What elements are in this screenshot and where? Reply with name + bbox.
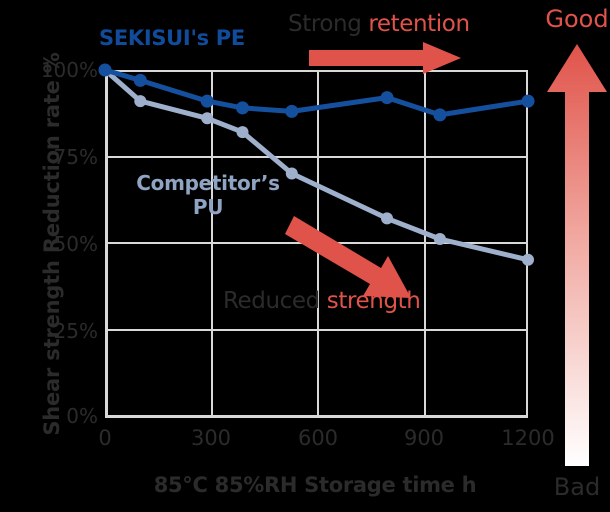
data-point	[433, 233, 446, 245]
data-point	[521, 94, 535, 108]
scale-label-good: Good	[545, 5, 609, 33]
data-point	[236, 126, 249, 139]
arrow-down-right-icon	[285, 216, 411, 298]
series-label-competitor-pu-line2: PU	[192, 194, 224, 219]
series-label-sekisui-pe: SEKISUI's PE	[99, 26, 245, 50]
data-point	[200, 94, 214, 108]
series-label-competitor-pu-line1: Competitor’s	[136, 171, 280, 195]
callout-top-dark-text: Strong	[288, 11, 369, 37]
data-point	[381, 212, 393, 225]
series-label-competitor-pu: Competitor’s PU	[113, 171, 303, 219]
arrow-right-icon	[309, 42, 461, 74]
x-tick-600: 600	[297, 426, 339, 450]
data-point	[98, 63, 112, 77]
callout-top-red-text: retention	[368, 11, 470, 37]
data-point	[236, 101, 249, 115]
callout-bottom-dark-text: Reduced	[223, 288, 327, 314]
x-tick-300: 300	[190, 426, 232, 450]
data-point	[522, 253, 534, 266]
data-point	[133, 73, 147, 87]
x-tick-1200: 1200	[501, 426, 555, 450]
line-sekisui-pe	[102, 67, 531, 118]
gridline-y-100	[105, 70, 528, 72]
gridline-y-25	[105, 329, 528, 331]
data-point	[380, 91, 394, 105]
data-point	[134, 95, 147, 108]
callout-strong-retention: Strong retention	[288, 11, 470, 37]
x-tick-900: 900	[403, 426, 445, 450]
x-tick-0: 0	[98, 426, 112, 450]
plot-area	[98, 63, 535, 418]
quality-gradient-arrow-icon	[547, 44, 607, 466]
scale-label-bad: Bad	[553, 473, 601, 501]
gridline-x-1200	[526, 70, 528, 415]
gridline-x-900	[424, 70, 426, 415]
data-point	[433, 108, 447, 122]
markers-sekisui-pe	[98, 63, 535, 122]
gridline-x-300	[211, 70, 213, 415]
data-point	[285, 104, 299, 118]
gridline-y-75	[105, 156, 528, 158]
series-lines	[98, 63, 535, 266]
axis-y-line	[105, 70, 108, 415]
x-axis-title: 85°C 85%RH Storage time h	[153, 473, 477, 497]
data-point	[285, 167, 298, 180]
axis-x-line	[105, 415, 528, 418]
data-point	[201, 112, 214, 125]
line-competitor-pu	[102, 67, 531, 263]
